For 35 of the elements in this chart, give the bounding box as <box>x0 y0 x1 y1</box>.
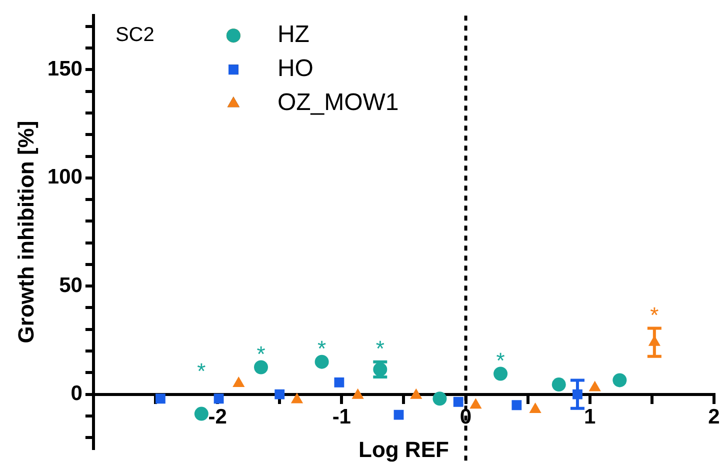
point <box>214 394 224 404</box>
x-tick-label: -1 <box>332 406 352 429</box>
annotation: * <box>197 358 206 384</box>
x-axis-title: Log REF <box>358 436 449 462</box>
point <box>552 378 566 392</box>
point <box>512 400 522 410</box>
y-axis-title: Growth inhibition [%] <box>13 120 38 344</box>
point <box>274 389 285 400</box>
annotation: * <box>256 341 266 366</box>
annotation: * <box>318 336 327 361</box>
legend-label: HZ <box>277 21 310 48</box>
point <box>453 396 464 407</box>
point <box>432 392 447 406</box>
point <box>612 373 627 388</box>
point <box>254 360 268 374</box>
point <box>314 354 329 369</box>
y-tick-label: 0 <box>70 382 82 406</box>
point <box>156 394 166 404</box>
y-tick-label: 50 <box>59 274 82 297</box>
y-tick-label: 100 <box>47 166 82 189</box>
annotation: * <box>496 348 506 373</box>
annotation: SC2 <box>115 24 154 46</box>
legend-label: OZ_MOW1 <box>277 89 399 116</box>
point <box>394 410 404 420</box>
x-tick-label: 0 <box>460 406 472 429</box>
annotation: * <box>376 336 385 361</box>
point <box>494 366 508 381</box>
y-tick-label: 150 <box>47 57 82 80</box>
x-tick-label: -2 <box>208 406 227 429</box>
point <box>194 406 208 421</box>
point <box>334 377 344 388</box>
legend-label: HO <box>277 55 314 82</box>
annotation: * <box>650 302 660 328</box>
x-tick-label: 2 <box>708 406 720 429</box>
x-tick-label: 1 <box>584 406 596 429</box>
